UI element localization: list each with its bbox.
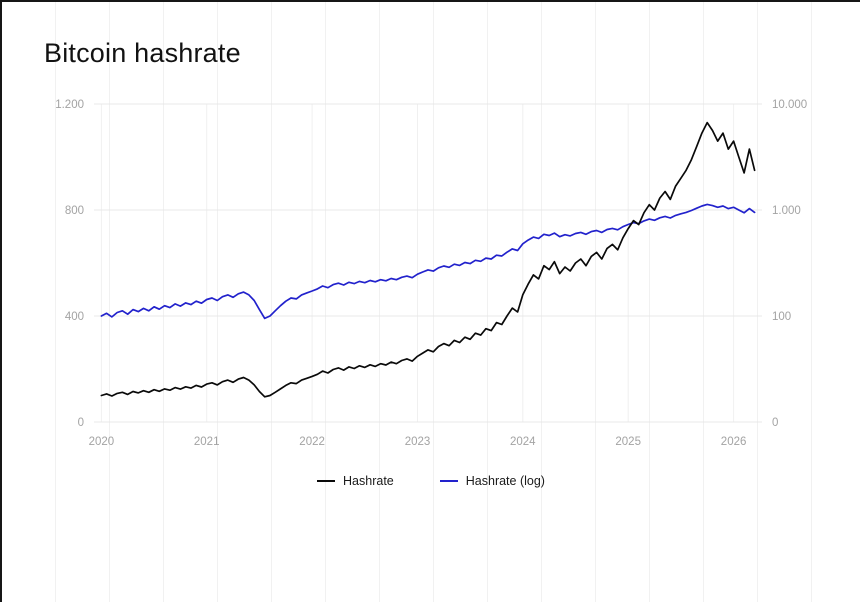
legend-item-hashrate-log: Hashrate (log): [439, 474, 545, 488]
svg-text:2021: 2021: [194, 436, 220, 448]
legend-label-hashrate-log: Hashrate (log): [465, 474, 545, 488]
svg-text:0: 0: [772, 417, 778, 429]
hashrate-chart: 2020 2021 2022 2023 2024 2025 2026 0 400 800 1.200…: [55, 99, 807, 448]
footer: Source: Bloomberg, CoinShares, data avai…: [2, 0, 860, 2]
hashrate-log-line-swatch-icon: [439, 480, 458, 482]
svg-text:2025: 2025: [615, 436, 641, 448]
legend-item-hashrate: Hashrate: [317, 474, 394, 488]
hashrate-line-swatch-icon: [317, 480, 336, 482]
svg-text:1.000: 1.000: [772, 205, 801, 217]
svg-text:2020: 2020: [89, 436, 115, 448]
svg-text:2022: 2022: [299, 436, 325, 448]
svg-text:10.000: 10.000: [772, 99, 807, 111]
svg-text:2026: 2026: [721, 436, 747, 448]
svg-text:1.200: 1.200: [55, 99, 84, 111]
chart-legend: Hashrate Hashrate (log): [2, 474, 860, 488]
svg-text:0: 0: [78, 417, 84, 429]
legend-label-hashrate: Hashrate: [343, 474, 394, 488]
hashrate-chart-container: 2020 2021 2022 2023 2024 2025 2026 0 400 800 1.200…: [32, 92, 822, 464]
svg-text:400: 400: [65, 311, 84, 323]
svg-text:2023: 2023: [405, 436, 431, 448]
svg-text:2024: 2024: [510, 436, 536, 448]
svg-text:100: 100: [772, 311, 791, 323]
page-title: Bitcoin hashrate: [44, 38, 241, 68]
svg-text:800: 800: [65, 205, 84, 217]
